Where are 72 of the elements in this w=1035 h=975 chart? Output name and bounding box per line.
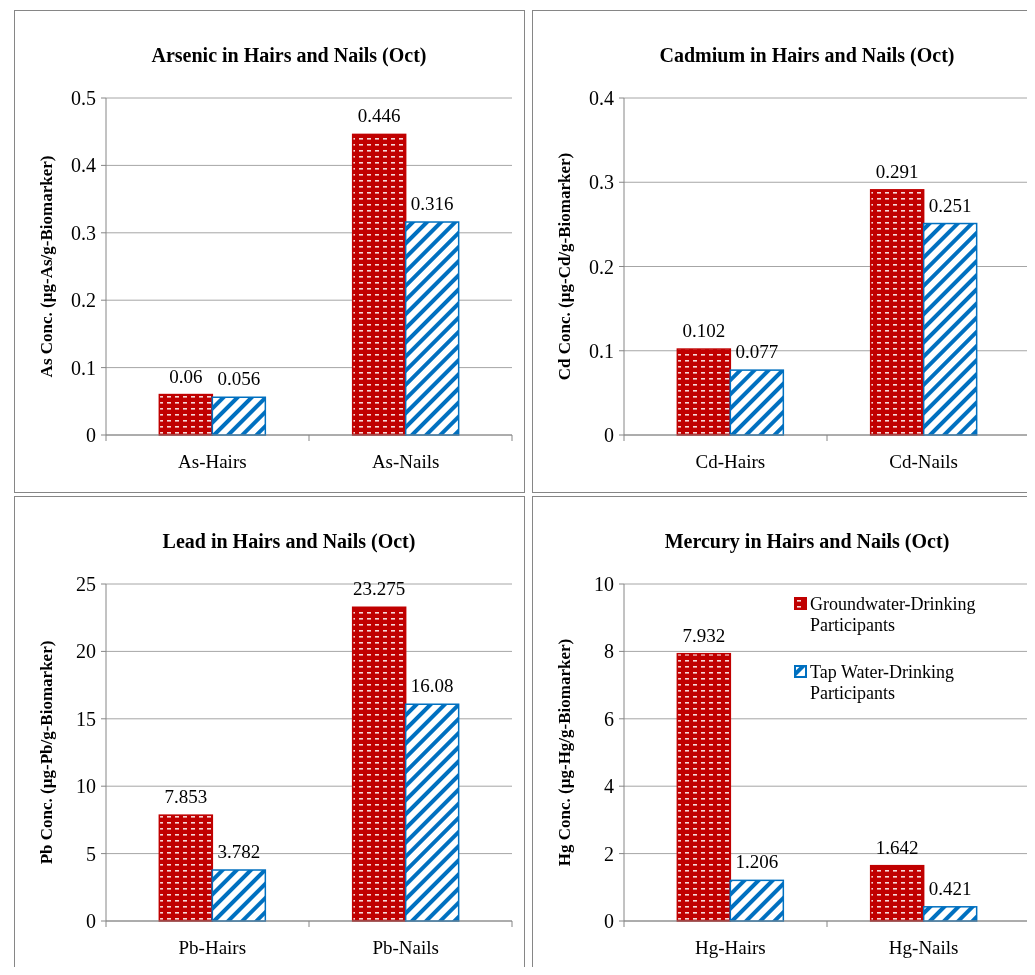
y-axis-title: Cd Conc. (µg-Cd/g-Biomarker)	[555, 152, 574, 381]
x-tick-label: Pb-Nails	[372, 937, 439, 958]
chart-title: Mercury in Hairs and Nails (Oct)	[664, 530, 950, 553]
data-label: 0.421	[928, 877, 972, 899]
data-label: 0.251	[928, 194, 972, 216]
data-label: 0.446	[357, 105, 401, 127]
y-axis-title: As Conc. (µg-As/g-Biomarker)	[37, 155, 56, 378]
data-label: 3.782	[217, 841, 261, 863]
x-tick-label: As-Hairs	[178, 451, 247, 472]
data-label: 0.102	[682, 320, 726, 342]
legend-label: Tap Water-Drinking Participants	[810, 662, 955, 704]
y-axis-title: Pb Conc. (µg-Pb/g-Biomarker)	[37, 640, 56, 865]
y-tick-label: 6	[604, 707, 614, 730]
y-tick-label: 0	[86, 910, 96, 932]
y-tick-label: 10	[594, 573, 614, 595]
bar	[729, 369, 785, 436]
data-label: 7.932	[682, 624, 726, 646]
chart-title: Lead in Hairs and Nails (Oct)	[162, 530, 416, 553]
bar	[729, 879, 785, 922]
data-label: 1.206	[735, 851, 779, 873]
bar	[211, 869, 267, 922]
x-tick-label: Pb-Hairs	[178, 937, 247, 958]
chart-title: Arsenic in Hairs and Nails (Oct)	[151, 44, 427, 67]
bar	[676, 348, 732, 436]
y-tick-label: 0.2	[71, 289, 96, 312]
x-tick-label: Hg-Hairs	[694, 937, 766, 958]
bar	[676, 652, 732, 922]
bar	[869, 864, 925, 922]
bar	[351, 133, 407, 436]
bar	[404, 221, 460, 436]
chart-title: Cadmium in Hairs and Nails (Oct)	[659, 44, 955, 67]
y-tick-label: 10	[76, 775, 96, 798]
bar	[158, 393, 214, 436]
data-label: 23.275	[353, 578, 406, 600]
y-tick-label: 0.5	[71, 87, 96, 109]
y-tick-label: 0	[86, 424, 96, 446]
bar	[869, 189, 925, 436]
y-tick-label: 0.4	[71, 154, 96, 177]
bar	[922, 222, 978, 436]
data-label: 0.056	[217, 368, 261, 390]
y-tick-label: 0.1	[71, 356, 96, 379]
y-tick-label: 0.1	[589, 339, 614, 362]
y-tick-label: 25	[76, 573, 96, 595]
y-tick-label: 0	[604, 910, 614, 932]
y-tick-label: 5	[86, 842, 96, 865]
bar	[158, 814, 214, 922]
y-tick-label: 0.2	[589, 255, 614, 278]
y-tick-label: 2	[604, 842, 614, 865]
x-tick-label: Cd-Nails	[889, 451, 958, 472]
bar	[404, 703, 460, 922]
y-axis-title: Hg Conc. (µg-Hg/g-Biomarker)	[555, 638, 574, 867]
data-label: 0.316	[410, 193, 454, 215]
y-tick-label: 4	[604, 775, 614, 798]
y-tick-label: 0.3	[71, 221, 96, 244]
data-label: 0.06	[169, 365, 203, 387]
legend-label: Groundwater-Drinking Participants	[810, 594, 976, 636]
y-tick-label: 0	[604, 424, 614, 446]
y-tick-label: 8	[604, 640, 614, 663]
x-tick-label: As-Nails	[371, 451, 440, 472]
x-tick-label: Hg-Nails	[888, 937, 959, 958]
bar	[351, 606, 407, 922]
x-tick-label: Cd-Hairs	[695, 451, 766, 472]
data-label: 16.08	[410, 675, 454, 697]
data-label: 1.642	[875, 836, 919, 858]
data-label: 0.077	[735, 341, 779, 363]
y-tick-label: 15	[76, 707, 96, 730]
y-tick-label: 0.3	[589, 171, 614, 194]
data-label: 0.291	[875, 160, 919, 182]
data-label: 7.853	[164, 786, 208, 808]
y-tick-label: 0.4	[589, 87, 614, 109]
bar	[211, 396, 267, 436]
y-tick-label: 20	[76, 640, 96, 663]
